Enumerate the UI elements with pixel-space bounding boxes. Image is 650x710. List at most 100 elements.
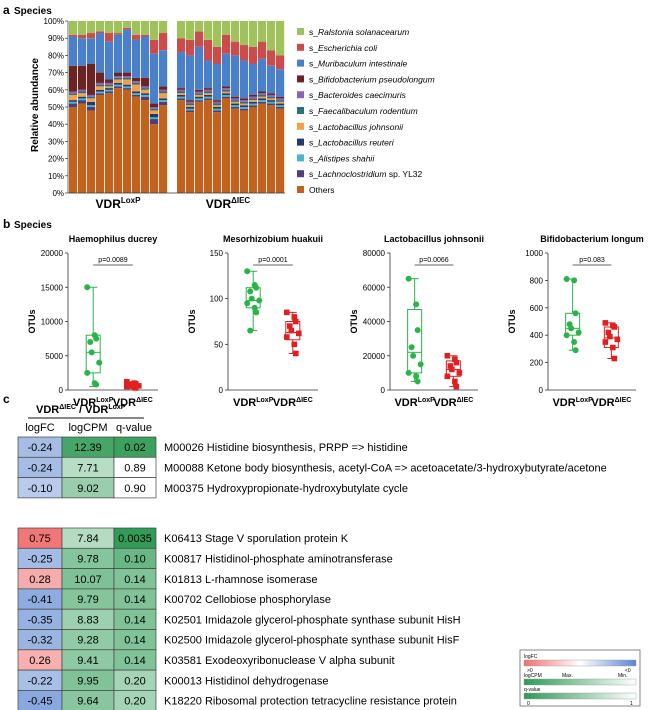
boxplot-title: Bifidobacterium longum [540, 234, 644, 244]
a-bar-segment [123, 79, 132, 85]
a-bar-segment [114, 86, 123, 89]
a-bar-segment [150, 103, 159, 107]
boxplot-title: Mesorhizobium huakuii [223, 234, 323, 244]
a-bar-segment [186, 39, 195, 56]
a-bar-segment [258, 91, 267, 94]
a-bar-segment [141, 93, 150, 95]
a-bar-segment [267, 94, 276, 97]
a-bar-segment [159, 98, 168, 101]
ko-row: -0.45 9.64 0.20 K18220 Ribosomal protection… [17, 690, 457, 710]
a-bar-segment [258, 103, 267, 193]
a-bar-segment [240, 60, 249, 99]
legend-item: Others [297, 185, 335, 195]
a-bar-segment [267, 65, 276, 94]
a-bar-segment [186, 112, 195, 193]
a-bar-segment [114, 34, 123, 73]
data-point [253, 284, 260, 291]
a-bar-segment [96, 91, 105, 94]
ko-row: -0.41 9.79 0.14 K00702 Cellobiose phosphory… [17, 588, 331, 610]
boxplot-ylabel: OTUs [349, 309, 359, 333]
a-bar-segment [132, 77, 141, 82]
a-bar-segment [105, 93, 114, 193]
cell-logcpm: 10.07 [74, 574, 102, 586]
col-header-logfc: logFC [25, 422, 54, 434]
a-bar-segment [222, 34, 231, 54]
legend-item: s_Ralstonia solanacearum [297, 27, 409, 37]
a-bar [78, 21, 87, 193]
data-point [453, 359, 460, 366]
a-bar-segment [267, 96, 276, 99]
a-bar-segment [213, 101, 222, 104]
data-point [133, 381, 139, 387]
ko-row: 0.75 7.84 0.0035 K06413 Stage V sporulation… [17, 527, 349, 549]
a-bar [276, 21, 285, 193]
data-point [449, 366, 455, 373]
a-bar-segment [78, 21, 87, 35]
panel-a: a Species Relative abundance 0% 10% 20% 30%… [3, 3, 435, 211]
boxplot-ytick-label: 50 [214, 340, 223, 349]
data-point [607, 333, 613, 340]
data-point [124, 378, 130, 385]
a-ytick-label: 40% [48, 120, 64, 129]
legend-label: s_Lactobacillus reuteri [309, 138, 395, 148]
a-bar-segment [231, 101, 240, 104]
a-bar-segment [231, 105, 240, 107]
key-logcpm-label: logCPM [524, 673, 542, 679]
a-bar-segment [141, 34, 150, 37]
boxplot-title: Lactobacillus johnsonii [384, 234, 484, 244]
boxplot-ytick-label: 80000 [363, 249, 386, 258]
a-bar-segment [114, 33, 123, 35]
data-point [611, 324, 618, 330]
a-bar-segment [267, 50, 276, 66]
a-bar [186, 21, 195, 193]
boxplot-group: VDRLoxP [394, 275, 435, 409]
legend-swatch [297, 28, 304, 35]
a-bar-segment [141, 21, 150, 35]
a-bar-segment [276, 100, 285, 102]
boxplot-4: Bifidobacterium longum OTUs 0 200 400 600 800 1… [507, 234, 644, 409]
boxplot-ytick-label: 600 [530, 304, 544, 313]
a-bar-segment [231, 41, 240, 56]
a-bar-segment [204, 89, 213, 92]
a-bar-segment [87, 21, 96, 34]
data-point [88, 349, 95, 356]
a-bar-segment [222, 94, 231, 97]
box [407, 309, 423, 374]
boxplot-ylabel: OTUs [187, 309, 197, 333]
a-bar-segment [249, 21, 258, 47]
key-logfc-bar [523, 659, 637, 667]
a-bar-segment [87, 101, 96, 106]
a-bar-segment [195, 94, 204, 97]
a-bar-segment [195, 98, 204, 101]
a-bar-segment [177, 94, 186, 97]
a-bar-segment [177, 93, 186, 95]
legend-swatch [297, 154, 304, 162]
data-point [447, 363, 454, 369]
a-bar [177, 21, 186, 193]
cell-logfc: -0.24 [27, 442, 52, 454]
a-ytick-label: 60% [48, 86, 64, 95]
cell-qvalue: 0.20 [124, 675, 145, 687]
a-bar-segment [150, 107, 159, 109]
a-bar-segment [132, 96, 141, 193]
col-header-logcpm: logCPM [68, 422, 107, 434]
module-row: -0.24 7.71 0.89 M00088 Ketone body biosynth… [17, 456, 607, 478]
a-bar-segment [258, 93, 267, 95]
data-point [284, 334, 290, 340]
legend-swatch [297, 75, 304, 83]
a-bar-segment [114, 79, 123, 83]
legend-label: s_Lachnoclostridium sp. YL32 [309, 169, 423, 179]
a-bar-segment [213, 103, 222, 106]
a-bar-segment [123, 84, 132, 87]
a-bar-segment [258, 94, 267, 97]
a-bar-segment [150, 53, 159, 104]
a-ytick-label: 30% [48, 137, 64, 146]
legend-label: s_Alistipes shahii [309, 153, 375, 163]
boxplot-3: Lactobacillus johnsonii OTUs 0 20000 40000 60… [349, 234, 484, 409]
cell-qvalue: 0.89 [124, 462, 145, 474]
panel-b-plots: Haemophilus ducreyOTUs050001000015000200… [27, 234, 644, 409]
a-bar-segment [258, 101, 267, 104]
a-bar-segment [96, 72, 105, 83]
legend-swatch [297, 91, 304, 99]
a-bar-segment [231, 103, 240, 106]
